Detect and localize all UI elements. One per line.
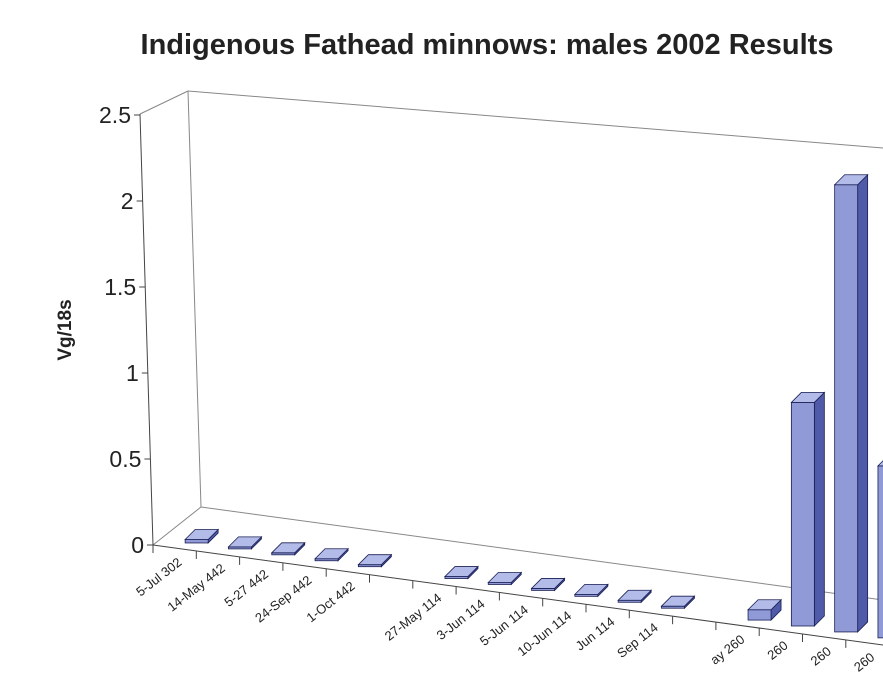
bar-top — [876, 460, 883, 467]
bar-top — [747, 599, 783, 611]
floor-left-edge — [152, 506, 202, 546]
x-tick-label: 260 — [764, 638, 790, 663]
x-tick-label: ay 260 — [707, 632, 747, 668]
bar-top — [184, 529, 220, 540]
bar-top — [573, 583, 609, 595]
bar — [530, 577, 566, 592]
bar — [660, 595, 696, 610]
bar-front — [877, 465, 883, 639]
y-axis — [139, 113, 154, 546]
bar — [747, 598, 783, 622]
bar — [314, 547, 350, 562]
x-tick-label: 260 — [851, 649, 877, 674]
side-wall-top-edge — [139, 90, 189, 115]
back-wall-left-edge — [187, 90, 202, 508]
bar — [487, 571, 523, 586]
y-tick-label: 0 — [131, 532, 144, 558]
bar-front — [790, 402, 815, 627]
x-ticks — [152, 545, 847, 648]
chart-title: Indigenous Fathead minnows: males 2002 R… — [141, 29, 834, 61]
y-tick-label: 1.5 — [104, 274, 136, 300]
bar — [790, 391, 826, 627]
bar-top — [314, 548, 350, 560]
x-tick-label: Jun 114 — [573, 614, 618, 654]
x-tick-label: 27-May 114 — [382, 590, 445, 643]
bar-front — [834, 184, 859, 633]
bar-top — [227, 536, 263, 548]
y-axis-label: Vg/18s — [55, 299, 76, 360]
x-tick-label: 5-27 442 — [221, 566, 271, 609]
bars — [184, 173, 883, 639]
bar — [573, 583, 609, 598]
bar-top — [833, 174, 869, 186]
bar — [357, 553, 393, 568]
x-tick-label: Sep 114 — [614, 620, 661, 661]
bar-top — [443, 566, 479, 577]
x-axis-line — [152, 544, 883, 646]
back-wall-top-edge — [187, 90, 883, 149]
bar — [227, 535, 263, 550]
bar-front — [747, 609, 772, 621]
back-wall-bottom-edge — [200, 506, 883, 601]
bar-side — [813, 391, 825, 627]
y-tick-label: 0.5 — [109, 446, 141, 472]
bar-top — [487, 572, 523, 583]
bar-top — [357, 554, 393, 566]
floor-front-edge — [152, 544, 883, 646]
bar-top — [530, 578, 566, 589]
bar-side — [857, 173, 869, 633]
bar — [270, 541, 306, 556]
bar-top — [270, 542, 306, 554]
bar — [617, 589, 653, 604]
y-axis-line — [139, 113, 154, 546]
bar-top — [660, 595, 696, 607]
bar-top — [617, 589, 653, 601]
bar — [876, 460, 883, 639]
y-tick-label: 1 — [126, 360, 139, 386]
x-tick-label: 260 — [808, 643, 834, 668]
y-tick-label: 2.5 — [99, 102, 131, 128]
bar-front — [184, 539, 209, 544]
y-ticks: 0 0.5 1 1.5 2 2.5 — [99, 102, 153, 558]
y-tick-label: 2 — [121, 188, 134, 214]
plot-walls — [139, 90, 883, 601]
bar — [184, 528, 220, 544]
bar — [443, 565, 479, 580]
bar-top — [790, 392, 826, 403]
bar — [833, 173, 869, 633]
